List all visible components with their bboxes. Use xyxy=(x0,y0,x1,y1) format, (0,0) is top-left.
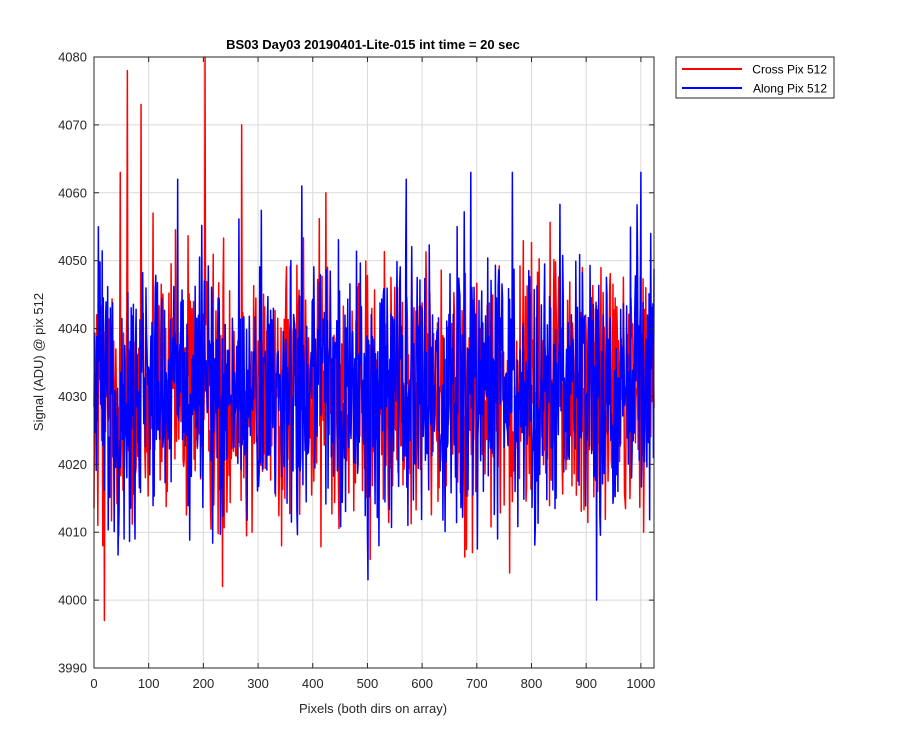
chart-title: BS03 Day03 20190401-Lite-015 int time = … xyxy=(226,37,520,52)
y-axis-label: Signal (ADU) @ pix 512 xyxy=(31,293,46,431)
x-tick-label: 100 xyxy=(138,676,160,691)
x-tick-label: 1000 xyxy=(626,676,655,691)
y-tick-label: 4030 xyxy=(58,389,87,404)
y-tick-label: 4070 xyxy=(58,117,87,132)
legend-label-along-pix: Along Pix 512 xyxy=(753,82,827,96)
y-tick-label: 4060 xyxy=(58,185,87,200)
x-tick-label: 400 xyxy=(302,676,324,691)
axis-ticks xyxy=(93,56,654,669)
x-axis-label: Pixels (both dirs on array) xyxy=(299,701,447,716)
series-line-along-pix xyxy=(93,171,655,601)
y-tick-label: 4000 xyxy=(58,593,87,608)
legend-label-cross-pix: Cross Pix 512 xyxy=(752,63,827,77)
x-tick-label: 800 xyxy=(521,676,543,691)
x-tick-label: 500 xyxy=(357,676,379,691)
x-tick-label: 600 xyxy=(411,676,433,691)
x-tick-label: 900 xyxy=(575,676,597,691)
x-tick-label: 700 xyxy=(466,676,488,691)
x-tick-labels: 0 100 200 300 400 500 600 700 800 900 1000 xyxy=(90,676,655,691)
y-tick-label: 3990 xyxy=(58,661,87,676)
y-tick-labels: 3990 4000 4010 4020 4030 4040 4050 4060 4070 4080 xyxy=(58,50,87,676)
y-tick-label: 4020 xyxy=(58,457,87,472)
series-layer xyxy=(93,56,655,622)
x-tick-label: 200 xyxy=(193,676,215,691)
y-tick-label: 4080 xyxy=(58,50,87,65)
plot-frame xyxy=(93,56,655,669)
y-tick-label: 4040 xyxy=(58,321,87,336)
legend-item-cross-pix: Cross Pix 512 xyxy=(682,63,827,77)
x-tick-label: 0 xyxy=(90,676,97,691)
legend-box xyxy=(675,56,835,99)
y-tick-label: 4050 xyxy=(58,253,87,268)
legend-item-along-pix: Along Pix 512 xyxy=(682,82,827,96)
y-tick-label: 4010 xyxy=(58,525,87,540)
x-tick-label: 300 xyxy=(247,676,269,691)
legend: Cross Pix 512 Along Pix 512 xyxy=(675,56,835,99)
